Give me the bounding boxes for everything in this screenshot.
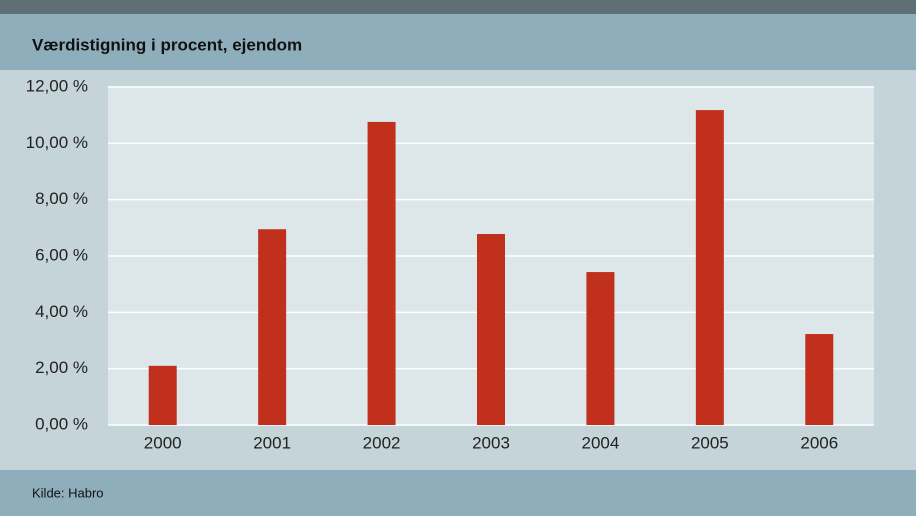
top-strip — [0, 0, 916, 14]
y-tick-label: 8,00 % — [35, 189, 88, 208]
bar — [695, 110, 724, 425]
y-tick-label: 2,00 % — [35, 358, 88, 377]
x-tick-label: 2002 — [363, 433, 401, 452]
y-tick-label: 0,00 % — [35, 414, 88, 433]
y-tick-label: 4,00 % — [35, 302, 88, 321]
chart-title: Værdistigning i procent, ejendom — [32, 35, 302, 54]
bar — [586, 272, 615, 425]
y-tick-label: 12,00 % — [26, 76, 88, 95]
x-tick-label: 2005 — [691, 433, 729, 452]
bar — [367, 121, 396, 425]
y-tick-label: 10,00 % — [26, 133, 88, 152]
source: Kilde: Habro — [32, 485, 104, 500]
x-tick-label: 2001 — [253, 433, 291, 452]
title-band — [0, 14, 916, 70]
x-tick-label: 2006 — [800, 433, 838, 452]
bar — [148, 365, 177, 425]
bar — [477, 234, 505, 425]
x-tick-label: 2000 — [144, 433, 182, 452]
x-tick-label: 2003 — [472, 433, 510, 452]
x-tick-label: 2004 — [582, 433, 620, 452]
bar — [805, 334, 834, 425]
bar — [258, 229, 287, 425]
y-tick-label: 6,00 % — [35, 245, 88, 264]
footer-band — [0, 470, 916, 516]
